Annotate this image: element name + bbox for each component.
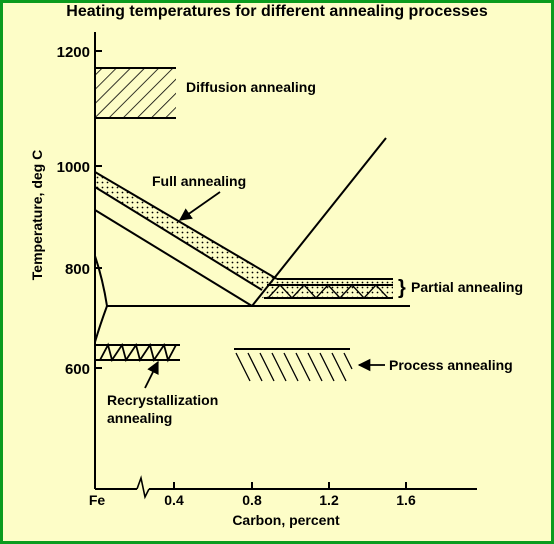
- x-tick-label: 0.4: [164, 492, 184, 508]
- y-axis-title: Temperature, deg C: [29, 150, 45, 280]
- partial-annealing-brace-icon: }: [398, 277, 406, 299]
- y-tick-label: 800: [65, 261, 90, 278]
- axis-break-icon: [136, 475, 150, 500]
- full-annealing-arrow: [178, 191, 221, 221]
- process-annealing-band: [234, 348, 353, 382]
- y-tick-label: 1000: [57, 159, 90, 176]
- x-tick-label: 1.6: [396, 492, 416, 508]
- partial-annealing-band: [262, 278, 393, 299]
- recrystallization-label-line2: annealing: [107, 410, 172, 426]
- recrystallization-label-line1: Recrystallization: [107, 392, 218, 408]
- partial-annealing-label: Partial annealing: [411, 279, 523, 295]
- y-tick-label: 600: [65, 361, 90, 378]
- diffusion-annealing-band: [95, 67, 176, 119]
- y-tick-label: 1200: [57, 44, 90, 61]
- diffusion-annealing-label: Diffusion annealing: [186, 79, 316, 95]
- recrystallization-arrow: [144, 360, 159, 389]
- process-annealing-label: Process annealing: [389, 357, 513, 373]
- full-annealing-band: [94, 137, 410, 343]
- x-tick-label: 0.8: [242, 492, 262, 508]
- x-tick-label: 1.2: [319, 492, 339, 508]
- x-axis-title: Carbon, percent: [232, 512, 340, 528]
- diagram-title: Heating temperatures for different annea…: [66, 3, 488, 20]
- recrystallization-annealing-band: [95, 342, 180, 363]
- x-tick-label: Fe: [89, 492, 106, 508]
- full-annealing-label: Full annealing: [152, 173, 246, 189]
